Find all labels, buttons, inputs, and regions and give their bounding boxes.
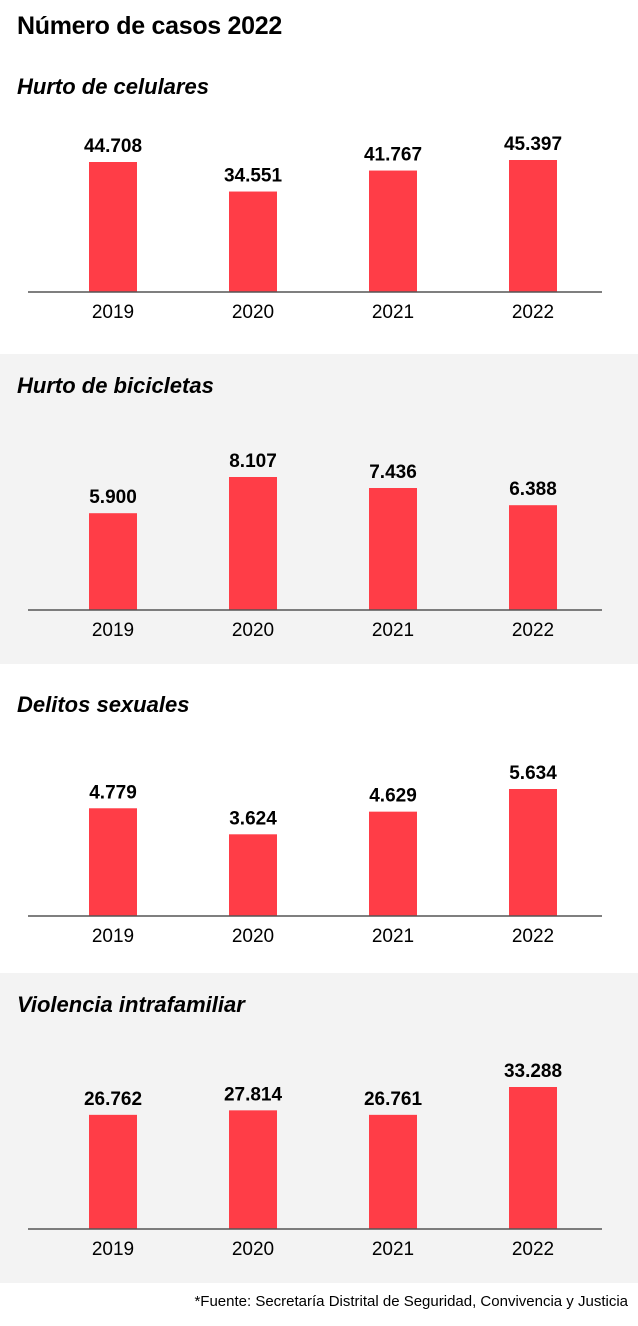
bar-2022 [509, 505, 557, 610]
bar-chart-violencia-intrafamiliar: 26.762 2019 27.814 2020 26.761 2021 33.288 2022 [28, 1061, 602, 1260]
x-tick-label: 2022 [512, 1239, 554, 1260]
chart-panel-violencia-intrafamiliar: Violencia intrafamiliar 26.762 2019 27.814… [0, 973, 638, 1283]
data-label: 45.397 [504, 134, 562, 155]
bar-chart-hurto-bicicletas: 5.900 2019 8.107 2020 7.436 2021 6.388 2022 [28, 451, 602, 641]
x-tick-label: 2021 [372, 302, 414, 323]
data-label: 6.388 [509, 479, 557, 500]
x-tick-label: 2021 [372, 620, 414, 641]
data-label: 34.551 [224, 166, 283, 187]
data-label: 5.634 [509, 763, 557, 784]
x-tick-label: 2020 [232, 302, 274, 323]
bar-2020 [229, 191, 277, 292]
x-tick-label: 2022 [512, 926, 554, 947]
x-tick-label: 2021 [372, 1239, 414, 1260]
data-label: 26.762 [84, 1089, 142, 1110]
x-tick-label: 2019 [92, 926, 134, 947]
x-tick-label: 2020 [232, 1239, 274, 1260]
bar-2019 [89, 162, 137, 292]
bar-2019 [89, 1114, 137, 1229]
data-label: 4.779 [89, 782, 137, 803]
x-tick-label: 2022 [512, 302, 554, 323]
source-note: *Fuente: Secretaría Distrital de Segurid… [194, 1293, 628, 1310]
bar-2021 [369, 488, 417, 610]
bar-2019 [89, 513, 137, 610]
bar-2021 [369, 811, 417, 916]
data-label: 5.900 [89, 487, 137, 508]
data-label: 7.436 [369, 462, 417, 483]
bar-2021 [369, 170, 417, 292]
bar-2020 [229, 477, 277, 610]
bar-2021 [369, 1114, 417, 1229]
x-tick-label: 2020 [232, 926, 274, 947]
data-label: 44.708 [84, 136, 142, 157]
bar-2022 [509, 1087, 557, 1229]
data-label: 8.107 [229, 451, 277, 472]
data-label: 3.624 [229, 808, 277, 829]
chart-title: Delitos sexuales [17, 692, 190, 717]
chart-title: Hurto de celulares [17, 74, 209, 99]
chart-title: Violencia intrafamiliar [17, 992, 245, 1017]
x-tick-label: 2019 [92, 620, 134, 641]
bar-2022 [509, 160, 557, 292]
chart-title: Hurto de bicicletas [17, 373, 214, 398]
data-label: 26.761 [364, 1089, 423, 1110]
x-tick-label: 2019 [92, 302, 134, 323]
bar-2020 [229, 1110, 277, 1229]
page-title: Número de casos 2022 [17, 12, 282, 40]
x-tick-label: 2019 [92, 1239, 134, 1260]
data-label: 27.814 [224, 1084, 283, 1105]
chart-panel-hurto-bicicletas: Hurto de bicicletas 5.900 2019 8.107 2020 7.… [0, 354, 638, 664]
x-tick-label: 2021 [372, 926, 414, 947]
bar-chart-delitos-sexuales: 4.779 2019 3.624 2020 4.629 2021 5.634 2022 [28, 763, 602, 947]
data-label: 41.767 [364, 145, 422, 166]
bar-2022 [509, 789, 557, 916]
data-label: 4.629 [369, 786, 417, 807]
bar-2020 [229, 834, 277, 916]
x-tick-label: 2020 [232, 620, 274, 641]
chart-panel-hurto-celulares: Hurto de celulares 44.708 2019 34.551 2020 4… [0, 60, 638, 350]
data-label: 33.288 [504, 1061, 562, 1082]
chart-panel-delitos-sexuales: Delitos sexuales 4.779 2019 3.624 2020 4.629… [0, 678, 638, 968]
x-tick-label: 2022 [512, 620, 554, 641]
bar-chart-hurto-celulares: 44.708 2019 34.551 2020 41.767 2021 45.397 2022 [28, 134, 602, 323]
bar-2019 [89, 808, 137, 916]
